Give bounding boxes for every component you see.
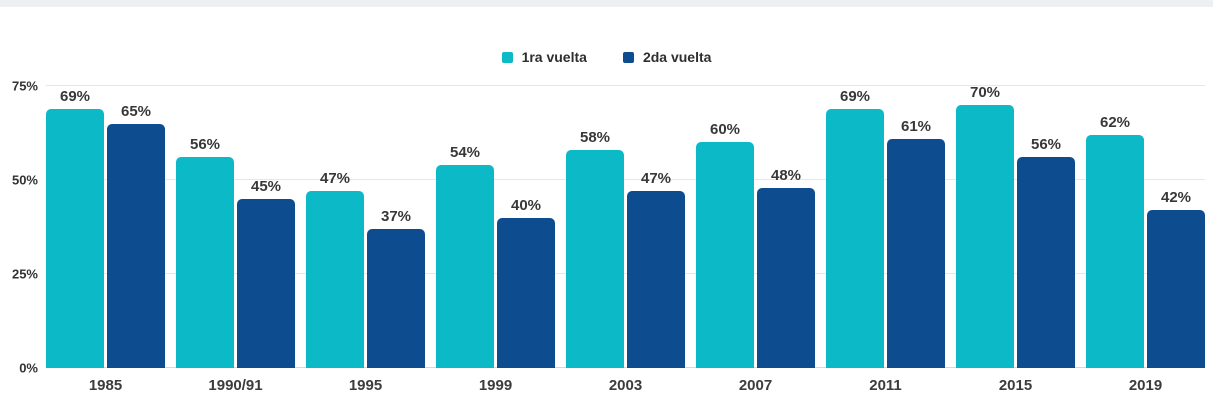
x-axis-label: 1995 [348,377,383,394]
bar-column: 60% [696,82,754,368]
bar-1ra-vuelta [436,164,494,368]
plot-area: 69% 65% 1985 56% 45% 1990/91 47% 37% 1995 54% 40% 1… [12,79,1205,394]
bar-1ra-vuelta [826,108,884,368]
bar-2da-vuelta [107,123,165,368]
bar-group: 58% 47% 2003 [566,82,685,394]
bar-group: 69% 65% 1985 [46,82,165,394]
legend: 1ra vuelta 2da vuelta [0,49,1213,65]
y-axis-tick-label: 25% [11,266,38,282]
bar-value-label: 47% [640,170,672,188]
legend-label-2da-vuelta: 2da vuelta [642,49,712,65]
legend-label-1ra-vuelta: 1ra vuelta [521,49,587,65]
bar-group: 60% 48% 2007 [696,82,815,394]
bar-value-label: 42% [1160,189,1192,207]
bar-2da-vuelta [237,198,295,368]
bar-column: 40% [497,82,555,368]
legend-swatch-2da-vuelta [622,51,634,63]
bar-value-label: 47% [319,170,351,188]
bar-column: 70% [956,82,1014,368]
bar-2da-vuelta [757,187,815,368]
gridline [46,367,1205,368]
bar-1ra-vuelta [176,157,234,368]
bar-column: 56% [176,82,234,368]
bar-value-label: 56% [1030,136,1062,154]
bar-column: 37% [367,82,425,368]
bar-column: 61% [887,82,945,368]
y-axis-tick-label: 0% [19,360,38,376]
x-axis-label: 2011 [869,377,902,394]
bar-value-label: 48% [770,166,802,184]
bar-value-label: 45% [250,177,282,195]
bar-2da-vuelta [1017,157,1075,368]
bar-1ra-vuelta [306,191,364,368]
x-axis-label: 1985 [88,377,123,394]
bar-column: 69% [826,82,884,368]
bar-group: 69% 61% 2011 [826,82,945,394]
x-axis-label: 2007 [738,377,773,394]
bar-value-label: 69% [59,87,91,105]
bar-column: 42% [1147,82,1205,368]
bar-column: 45% [237,82,295,368]
bar-value-label: 62% [1099,113,1131,131]
bar-2da-vuelta [887,138,945,368]
legend-swatch-1ra-vuelta [501,51,513,63]
bar-group: 70% 56% 2015 [956,82,1075,394]
bar-value-label: 70% [969,83,1001,101]
bar-1ra-vuelta [46,108,104,368]
bar-group: 56% 45% 1990/91 [176,82,295,394]
x-axis-label: 2019 [1128,377,1163,394]
x-axis-label: 2015 [998,377,1033,394]
bar-group: 62% 42% 2019 [1086,82,1205,394]
x-axis-label: 1999 [478,377,513,394]
bar-1ra-vuelta [1086,134,1144,368]
bar-column: 56% [1017,82,1075,368]
y-axis-tick-label: 75% [11,78,38,94]
legend-item-2da-vuelta: 2da vuelta [622,49,712,65]
bar-value-label: 56% [189,136,221,154]
legend-item-1ra-vuelta: 1ra vuelta [501,49,587,65]
bar-2da-vuelta [367,228,425,368]
bar-column: 48% [757,82,815,368]
bar-group: 47% 37% 1995 [306,82,425,394]
y-axis-tick-label: 50% [11,172,38,188]
x-axis-label: 1990/91 [208,377,263,394]
bar-column: 47% [306,82,364,368]
top-strip [0,0,1213,7]
gridline [46,179,1205,180]
bar-2da-vuelta [1147,210,1205,368]
bar-value-label: 37% [380,207,412,225]
bar-2da-vuelta [497,217,555,368]
bar-2da-vuelta [627,191,685,368]
x-axis-label: 2003 [608,377,643,394]
bar-value-label: 61% [900,117,932,135]
bar-value-label: 58% [579,128,611,146]
bar-group: 54% 40% 1999 [436,82,555,394]
bar-column: 58% [566,82,624,368]
bar-1ra-vuelta [956,104,1014,368]
bar-column: 65% [107,82,165,368]
bar-column: 62% [1086,82,1144,368]
gridline [46,85,1205,86]
bar-value-label: 65% [120,102,152,120]
bar-value-label: 60% [709,121,741,139]
bar-value-label: 40% [510,196,542,214]
bar-column: 69% [46,82,104,368]
gridline [46,273,1205,274]
bar-column: 47% [627,82,685,368]
bar-groups: 69% 65% 1985 56% 45% 1990/91 47% 37% 1995 54% 40% 1… [46,82,1205,394]
bar-value-label: 69% [839,87,871,105]
bar-value-label: 54% [449,143,481,161]
bar-1ra-vuelta [696,142,754,368]
bar-1ra-vuelta [566,149,624,368]
bar-column: 54% [436,82,494,368]
